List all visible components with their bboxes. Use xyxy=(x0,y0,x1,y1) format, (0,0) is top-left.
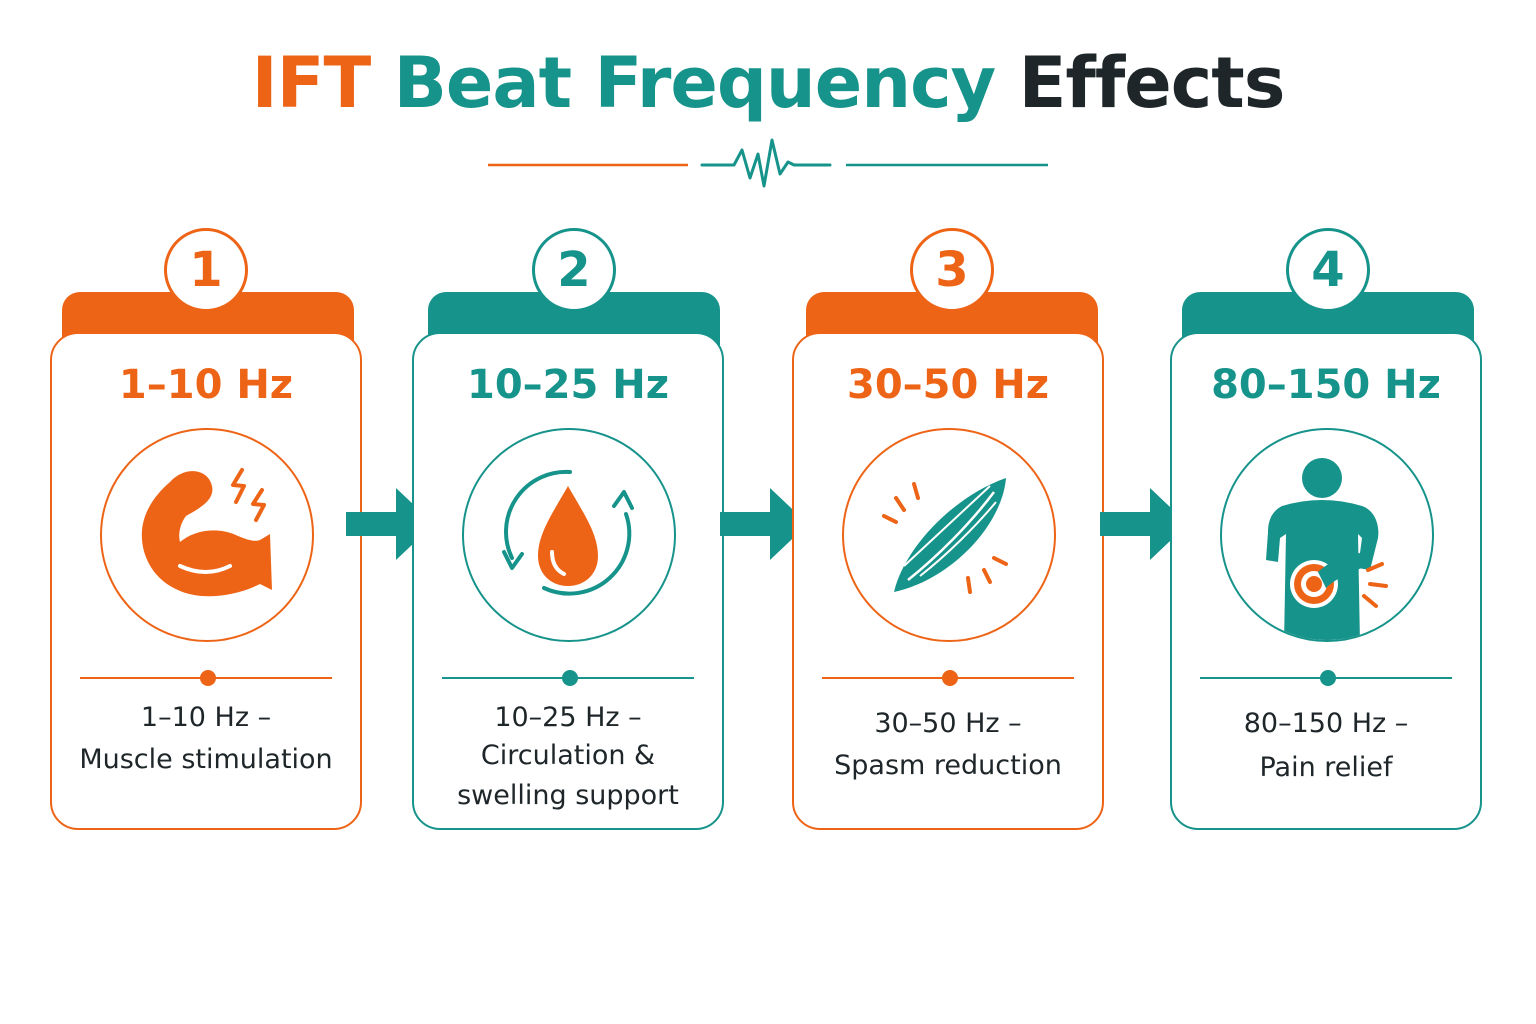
card-2-description-line-3: swelling support xyxy=(457,780,679,811)
card-3-icon-circle xyxy=(842,428,1056,642)
card-4-separator-dot xyxy=(1320,670,1336,686)
card-4-description-line-1: 80–150 Hz – xyxy=(1243,708,1409,739)
card-1: 1–10 Hz 1–10 Hz – Muscle stimulation xyxy=(50,332,362,830)
arrow-right-icon xyxy=(720,488,808,560)
step-3-badge: 3 xyxy=(910,228,994,312)
back-pain-icon xyxy=(1266,458,1388,640)
card-4-icon-circle xyxy=(1220,428,1434,642)
step-4-badge: 4 xyxy=(1286,228,1370,312)
card-1-separator-dot xyxy=(200,670,216,686)
card-3-description-line-1: 30–50 Hz – xyxy=(874,708,1022,739)
card-4-range: 80–150 Hz xyxy=(1211,362,1441,408)
card-3-description-line-2: Spasm reduction xyxy=(834,750,1062,781)
step-1-badge: 1 xyxy=(164,228,248,312)
card-2-range: 10–25 Hz xyxy=(466,362,669,408)
muscle-spasm-icon xyxy=(882,478,1008,594)
card-2-icon-circle xyxy=(462,428,676,642)
card-3-range: 30–50 Hz xyxy=(846,362,1049,408)
card-2-description-line-2: Circulation & xyxy=(480,740,656,771)
card-1-description-line-2: Muscle stimulation xyxy=(79,744,333,775)
card-4: 80–150 Hz 80–150 Hz – Pain relief xyxy=(1170,332,1482,830)
arrow-right-icon xyxy=(1100,488,1188,560)
blood-drop-circulation-icon xyxy=(502,469,634,596)
flexed-arm-icon xyxy=(141,468,272,597)
card-3-separator-dot xyxy=(942,670,958,686)
card-2: 10–25 Hz 10–25 Hz – Circulation & swelli… xyxy=(412,332,724,830)
card-1-icon-circle xyxy=(100,428,314,642)
step-2-badge: 2 xyxy=(532,228,616,312)
page-title: IFT Beat Frequency Effects xyxy=(0,38,1536,128)
heartbeat-divider-icon xyxy=(488,138,1048,188)
title-part-effects: Effects xyxy=(1018,42,1286,124)
card-4-description-line-2: Pain relief xyxy=(1259,752,1393,783)
card-3: 30–50 Hz 30–50 Hz – Spasm reduction xyxy=(792,332,1104,830)
title-part-beat-frequency: Beat Frequency xyxy=(393,42,997,124)
title-part-ift: IFT xyxy=(251,42,372,124)
card-2-separator-dot xyxy=(562,670,578,686)
card-2-description-line-1: 10–25 Hz – xyxy=(494,702,642,733)
card-1-range: 1–10 Hz xyxy=(118,362,294,408)
card-1-description-line-1: 1–10 Hz – xyxy=(140,702,272,733)
